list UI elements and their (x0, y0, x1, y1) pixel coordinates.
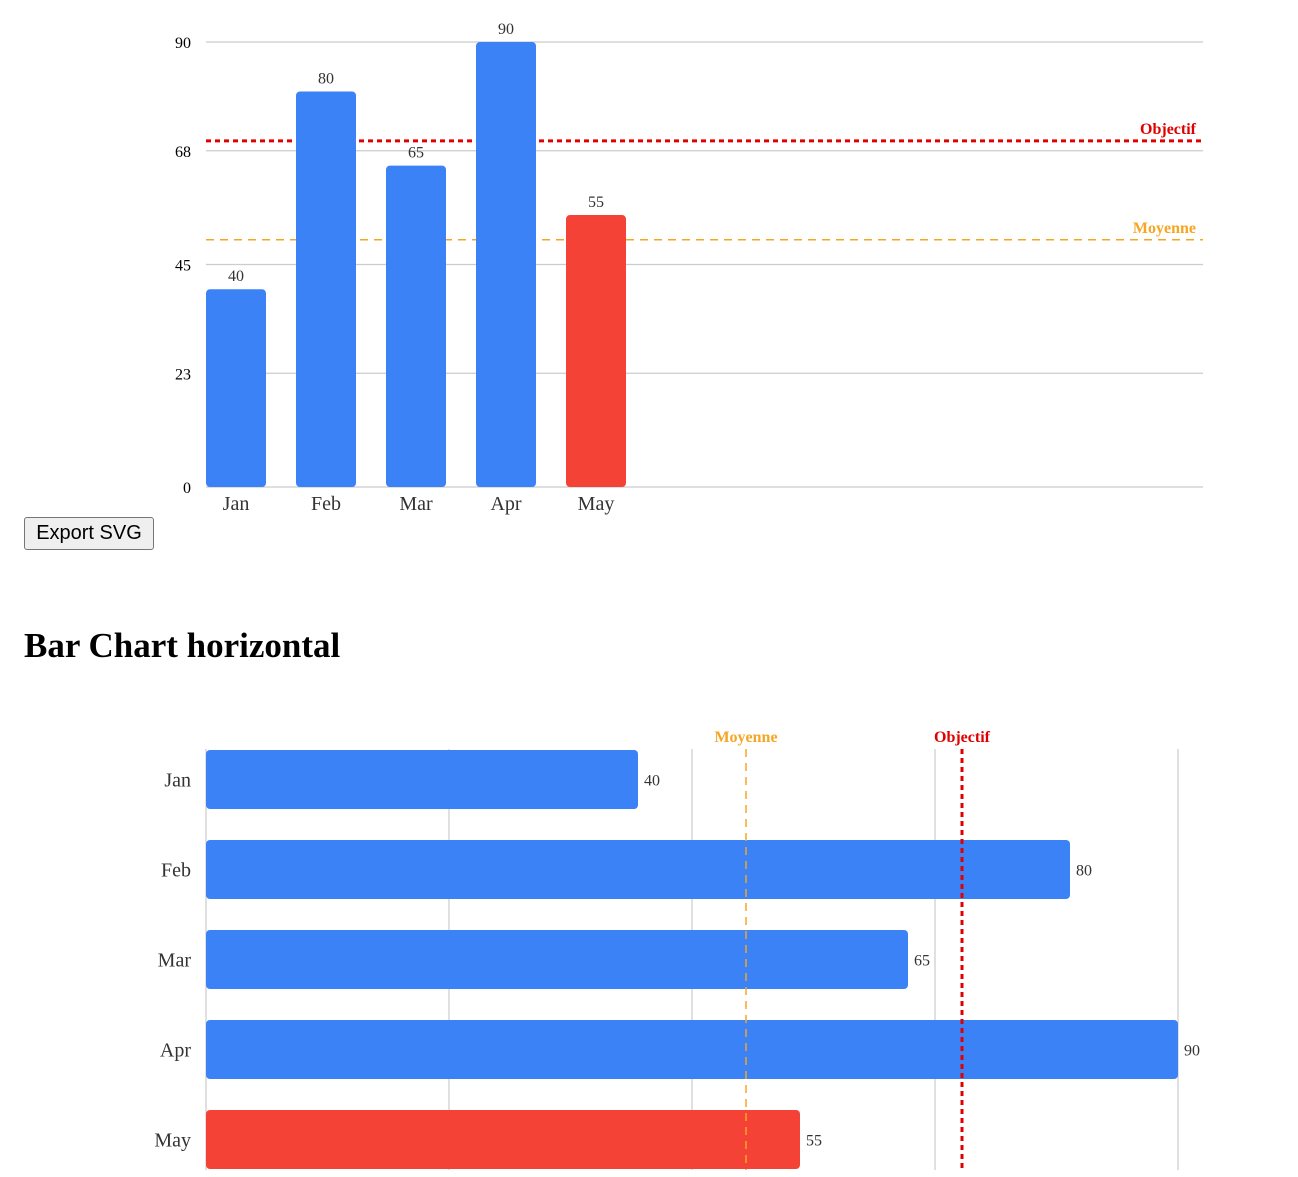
bar-feb (296, 91, 356, 487)
data-label-jan: 40 (228, 268, 244, 285)
bar-feb (206, 840, 1070, 899)
horizontal-bar-chart: 40 Jan 80 Feb 65 Mar 90 Apr 55 May Moyenne Objectif (154, 729, 1200, 1170)
y-tick-label: 90 (175, 35, 191, 52)
y-tick-label: 68 (175, 144, 191, 161)
data-label-jan: 40 (644, 773, 660, 790)
y-tick-label-may: May (154, 1130, 191, 1152)
data-label-apr: 90 (1184, 1043, 1200, 1060)
bar-jan (206, 289, 266, 487)
bar-may (566, 215, 626, 488)
x-tick-label-feb: Feb (311, 493, 341, 515)
bar-mar (386, 165, 446, 487)
vertical-bar-chart: 0 23 45 68 90 Objectif Moyenne 40 Jan 80 Feb 65 Mar 9… (175, 21, 1203, 515)
y-tick-label: 23 (175, 366, 191, 383)
data-label-apr: 90 (498, 21, 514, 38)
reference-label-objectif: Objectif (1140, 121, 1197, 138)
data-label-may: 55 (806, 1133, 822, 1150)
y-tick-label-apr: Apr (160, 1040, 191, 1062)
bar-apr (206, 1020, 1178, 1079)
y-tick-label: 0 (183, 480, 191, 497)
export-svg-button[interactable]: Export SVG (24, 517, 154, 550)
reference-label-moyenne: Moyenne (1133, 220, 1196, 237)
bar-mar (206, 930, 908, 989)
bar-apr (476, 42, 536, 487)
x-tick-label-mar: Mar (399, 493, 433, 515)
data-label-may: 55 (588, 194, 604, 211)
y-tick-label-jan: Jan (164, 770, 191, 792)
data-label-feb: 80 (318, 70, 334, 87)
horizontal-chart-title: Bar Chart horizontal (24, 626, 341, 665)
x-tick-label-apr: Apr (490, 493, 521, 515)
x-tick-label-jan: Jan (223, 493, 250, 515)
data-label-mar: 65 (914, 953, 930, 970)
bar-may (206, 1110, 800, 1169)
reference-label-moyenne: Moyenne (714, 729, 777, 746)
bar-jan (206, 750, 638, 809)
y-tick-label-mar: Mar (158, 950, 192, 972)
y-tick-label-feb: Feb (161, 860, 191, 882)
x-tick-label-may: May (578, 493, 615, 515)
data-label-feb: 80 (1076, 863, 1092, 880)
data-label-mar: 65 (408, 145, 424, 162)
y-tick-label: 45 (175, 258, 191, 275)
reference-label-objectif: Objectif (934, 729, 991, 746)
